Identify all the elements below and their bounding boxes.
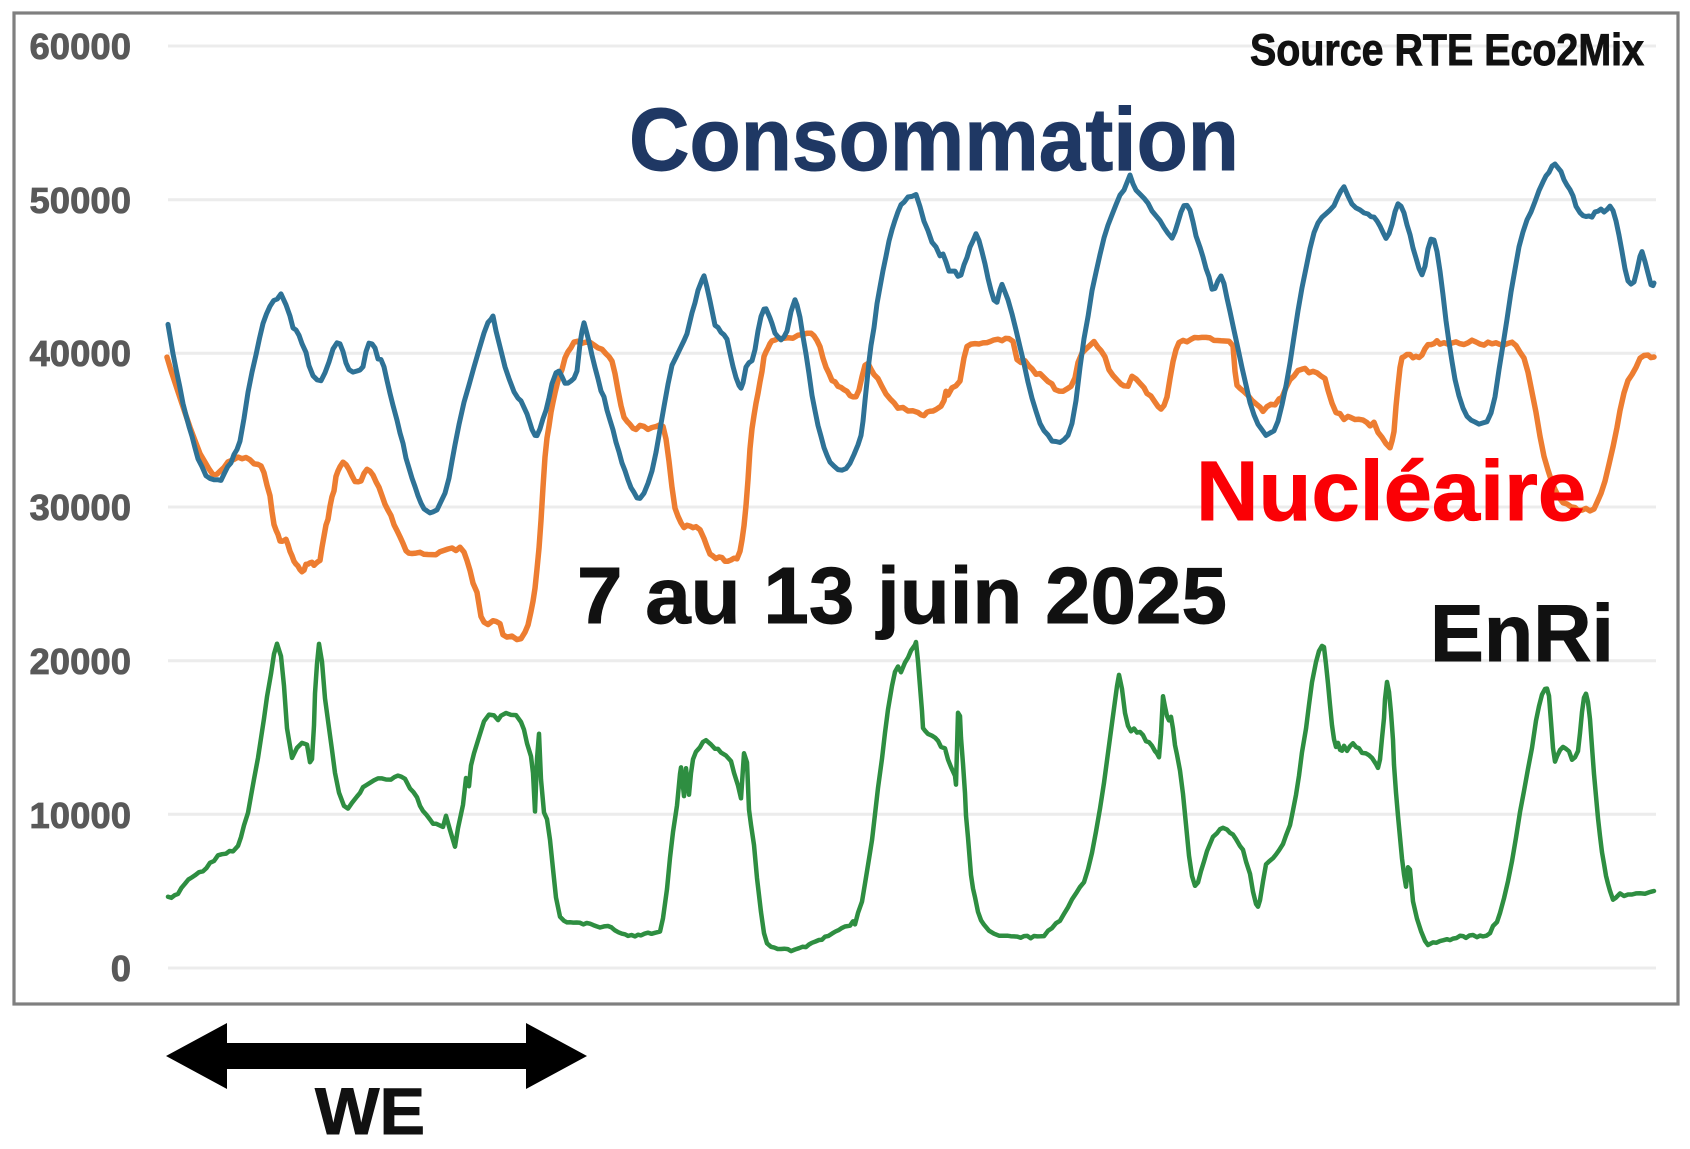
svg-text:Consommation: Consommation <box>629 89 1239 189</box>
svg-text:40000: 40000 <box>30 333 132 374</box>
svg-text:30000: 30000 <box>30 487 132 528</box>
svg-text:20000: 20000 <box>30 641 132 682</box>
svg-text:7 au 13 juin 2025: 7 au 13 juin 2025 <box>577 551 1227 640</box>
svg-text:60000: 60000 <box>30 26 132 67</box>
svg-text:10000: 10000 <box>30 795 132 836</box>
svg-text:EnRi: EnRi <box>1430 589 1614 679</box>
svg-text:WE: WE <box>315 1074 425 1148</box>
svg-text:50000: 50000 <box>30 180 132 221</box>
svg-text:Source RTE Eco2Mix: Source RTE Eco2Mix <box>1250 26 1644 75</box>
svg-text:0: 0 <box>111 948 131 989</box>
svg-text:Nucléaire: Nucléaire <box>1196 444 1586 538</box>
